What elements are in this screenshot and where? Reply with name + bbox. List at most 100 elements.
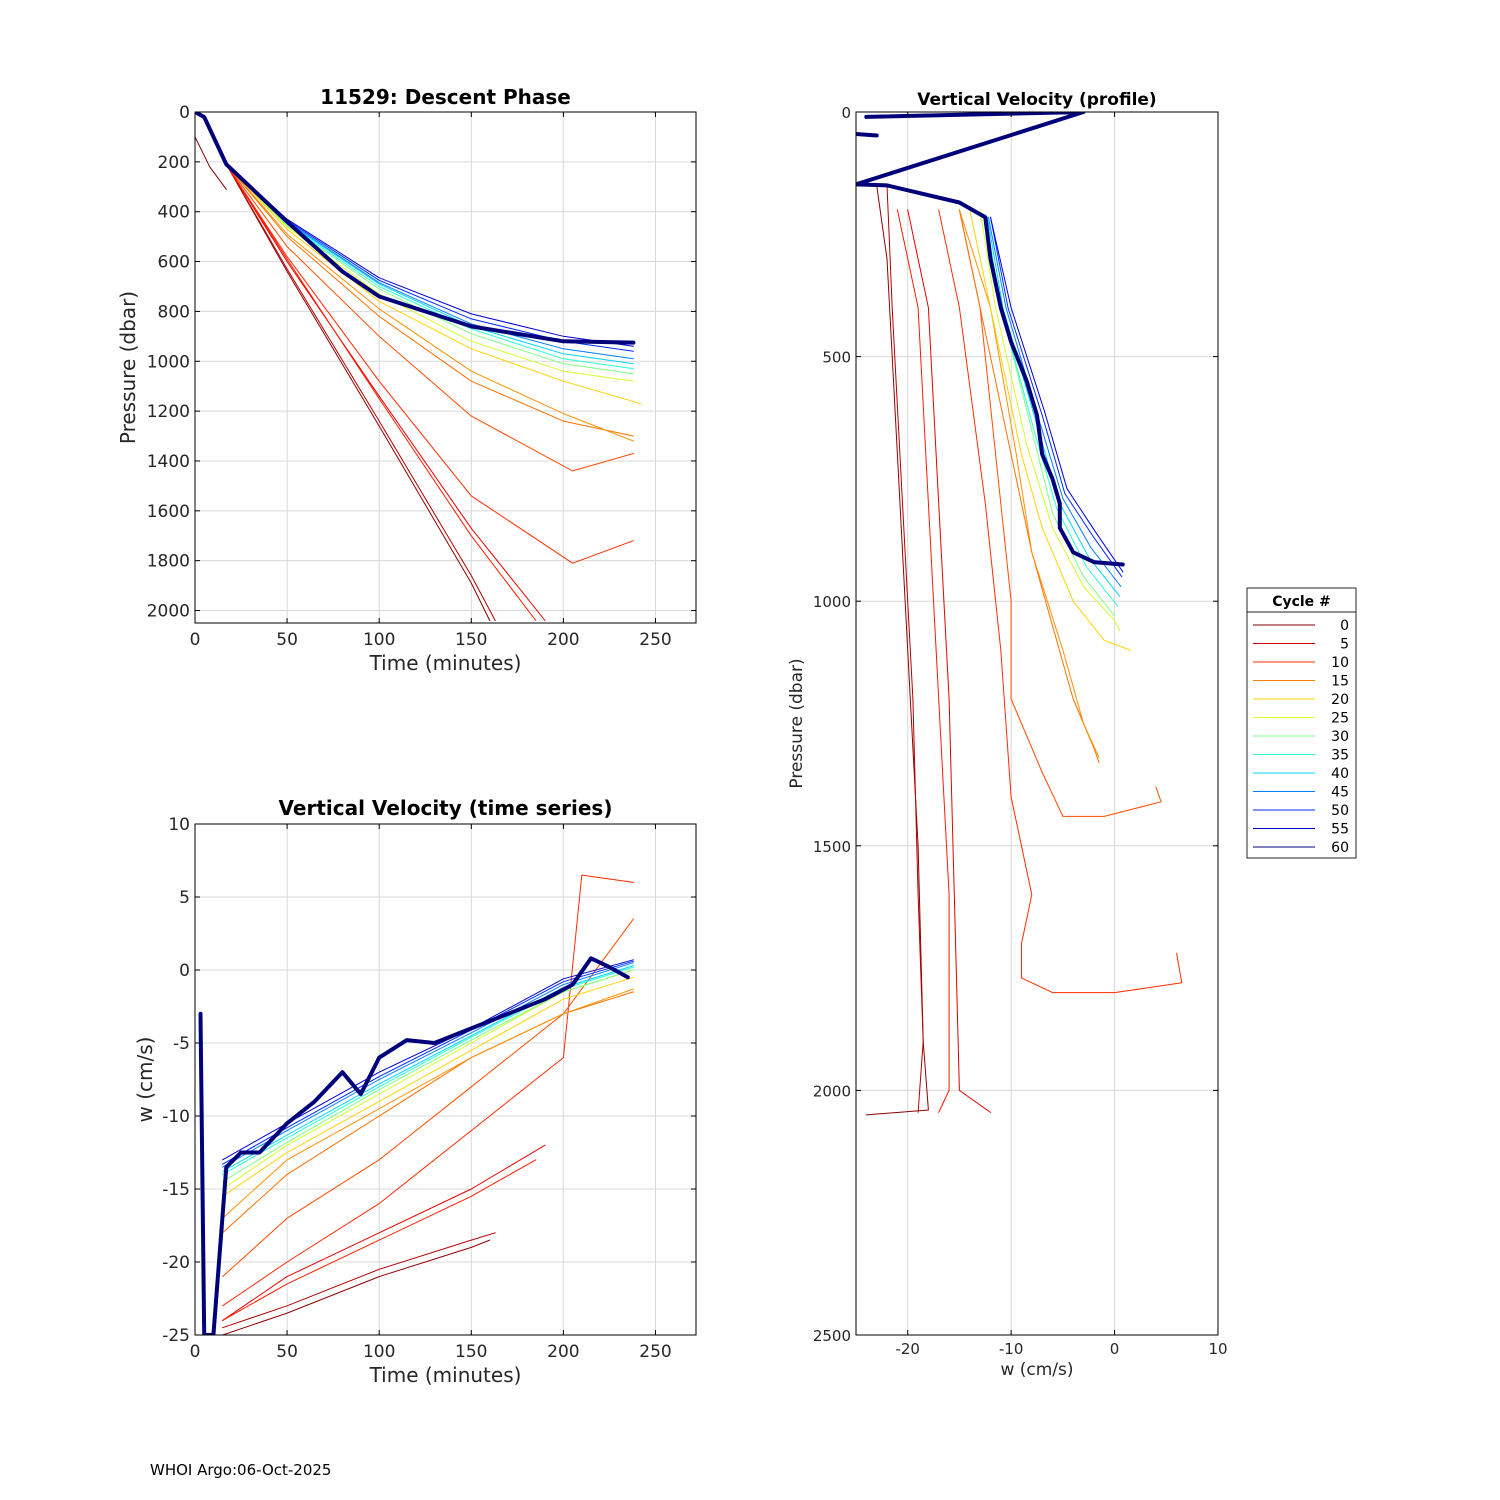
legend-label-40: 40 — [1331, 766, 1349, 782]
y-tick-label: -10 — [162, 1107, 190, 1127]
x-tick-label: 50 — [276, 1342, 298, 1362]
series-line-cycle-12 — [222, 918, 634, 1278]
series-line-cycle-3 — [886, 184, 924, 1113]
series-line-cycle-10 — [222, 874, 634, 1307]
legend-label-10: 10 — [1331, 655, 1349, 671]
x-axis-label: Time (minutes) — [369, 651, 522, 675]
plot-area — [195, 824, 696, 1335]
y-tick-label: 200 — [158, 153, 190, 173]
y-tick-label: 2000 — [147, 602, 190, 622]
legend-title: Cycle # — [1272, 594, 1331, 610]
y-axis-label: Pressure (dbar) — [116, 291, 140, 444]
legend-label-0: 0 — [1340, 618, 1349, 634]
legend-label-35: 35 — [1331, 748, 1349, 764]
x-tick-label: -20 — [895, 1340, 920, 1358]
x-tick-label: 250 — [639, 630, 671, 650]
x-axis-label: Time (minutes) — [369, 1363, 522, 1387]
x-tick-label: 0 — [190, 630, 201, 650]
axes-frame — [194, 111, 697, 624]
x-tick-label: 200 — [547, 1342, 579, 1362]
series-line-cycle-60 — [195, 112, 636, 345]
y-axis-label: w (cm/s) — [133, 1037, 157, 1123]
y-tick-label: 0 — [841, 104, 851, 122]
x-tick-label: 50 — [276, 630, 298, 650]
series-line-cycle-60-surface-segment — [856, 132, 879, 138]
x-tick-label: 250 — [639, 1342, 671, 1362]
series-line-cycle-30 — [222, 969, 634, 1183]
x-tick-label: 0 — [1110, 1340, 1120, 1358]
x-tick-label: 150 — [455, 1342, 487, 1362]
x-tick-label: 200 — [547, 630, 579, 650]
descent-phase-panel: 0 50 100 150 200 250 0 200 400 600 800 1000 1200 1400… — [116, 85, 697, 675]
y-tick-label: -25 — [162, 1326, 190, 1346]
legend-label-50: 50 — [1331, 803, 1349, 819]
series-group — [198, 874, 634, 1335]
series-line-cycle-45 — [987, 216, 1122, 587]
x-axis-label: w (cm/s) — [1000, 1360, 1073, 1380]
legend-box — [1246, 587, 1357, 859]
y-tick-label: 0 — [179, 961, 190, 981]
y-tick-label: 500 — [822, 349, 851, 367]
legend-label-60: 60 — [1331, 840, 1349, 856]
y-tick-label: 1500 — [813, 838, 851, 856]
x-tick-label: 150 — [455, 630, 487, 650]
plot-area — [195, 112, 696, 623]
series-line-cycle-10 — [938, 209, 1183, 994]
y-tick-label: 400 — [158, 203, 190, 223]
series-line-cycle-20 — [969, 209, 1131, 651]
cycle-legend: Cycle # 0 5 10 15 20 25 30 35 40 45 50 55 60 — [1246, 587, 1357, 859]
legend-label-55: 55 — [1331, 822, 1349, 838]
series-line-cycle-3 — [222, 1232, 496, 1329]
axes-frame — [194, 823, 697, 1336]
axes-frame — [855, 111, 1219, 1336]
y-tick-label: 800 — [158, 302, 190, 322]
series-line-cycle-25 — [979, 209, 1121, 632]
y-tick-label: 1000 — [813, 593, 851, 611]
velocity-timeseries-panel: 0 50 100 150 200 2501050-5-10-15-20-25Vertica… — [133, 796, 697, 1387]
x-tick-label: 0 — [190, 1342, 201, 1362]
series-line-cycle-0 — [195, 136, 227, 190]
velocity-profile-panel: -20 -10 0 10 0 500 1000 1500 2000 2500 Vertical Ve… — [787, 90, 1228, 1380]
chart-title: 11529: Descent Phase — [320, 85, 571, 109]
series-line-cycle-9 — [222, 1159, 537, 1321]
legend-label-20: 20 — [1331, 692, 1349, 708]
y-tick-label: 1000 — [147, 352, 190, 372]
series-group — [195, 112, 642, 621]
x-tick-label: -10 — [999, 1340, 1024, 1358]
series-line-cycle-35 — [222, 966, 634, 1175]
series-line-cycle-1 — [865, 184, 929, 1116]
y-tick-label: 1800 — [147, 552, 190, 572]
x-tick-label: 10 — [1208, 1340, 1227, 1358]
y-tick-label: -20 — [162, 1253, 190, 1273]
series-line-cycle-12 — [958, 209, 1162, 817]
y-tick-label: 1400 — [147, 452, 190, 472]
legend-label-15: 15 — [1331, 674, 1349, 690]
plot-area — [856, 112, 1218, 1335]
series-line-cycle-50 — [990, 216, 1123, 578]
series-line-cycle-9 — [896, 209, 950, 1113]
series-line-cycle-55 — [222, 959, 634, 1161]
y-tick-label: 1200 — [147, 402, 190, 422]
x-tick-label: 100 — [363, 1342, 395, 1362]
x-tick-label: 100 — [363, 630, 395, 650]
series-line-cycle-16 — [222, 988, 634, 1219]
series-line-cycle-6 — [222, 1144, 546, 1321]
y-tick-label: 5 — [179, 888, 190, 908]
series-line-cycle-60 — [856, 112, 1125, 567]
legend-label-5: 5 — [1340, 637, 1349, 653]
legend-label-30: 30 — [1331, 729, 1349, 745]
chart-title: Vertical Velocity (profile) — [917, 90, 1156, 110]
series-line-cycle-6 — [907, 209, 991, 1113]
chart-title: Vertical Velocity (time series) — [279, 796, 613, 820]
footer-credit: WHOI Argo:06-Oct-2025 — [150, 1461, 332, 1479]
y-tick-label: -5 — [173, 1034, 190, 1054]
y-tick-label: 600 — [158, 253, 190, 273]
series-line-cycle-60 — [198, 956, 630, 1335]
y-tick-label: -15 — [162, 1180, 190, 1200]
legend-label-45: 45 — [1331, 785, 1349, 801]
series-line-cycle-55 — [990, 216, 1124, 573]
y-tick-label: 2000 — [813, 1082, 851, 1100]
legend-label-25: 25 — [1331, 711, 1349, 727]
y-axis-label: Pressure (dbar) — [787, 658, 807, 788]
